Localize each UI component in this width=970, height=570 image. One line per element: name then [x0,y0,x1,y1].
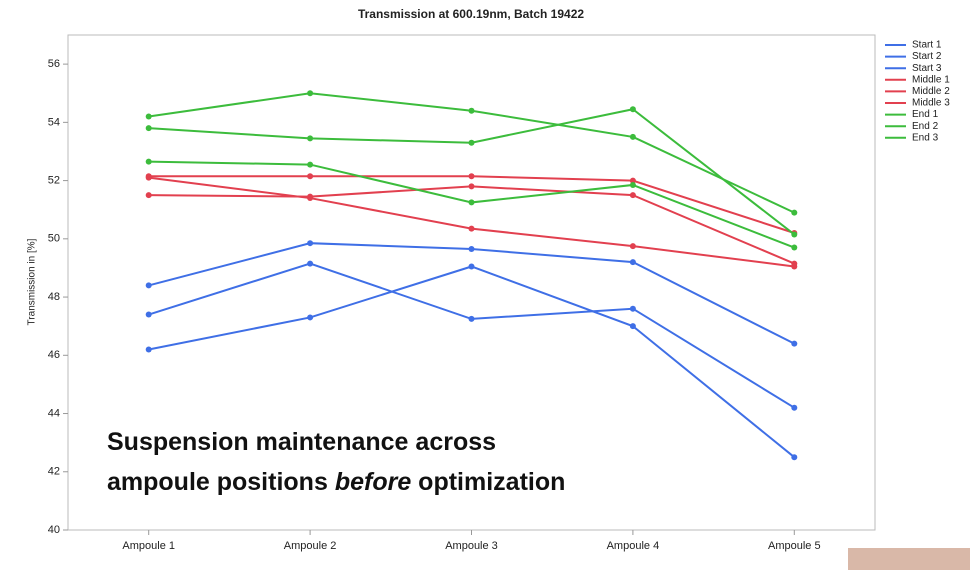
y-tick-label: 44 [48,407,60,419]
x-tick-label: Ampoule 5 [768,540,821,552]
point [630,134,636,140]
annotation-emphasis: before [335,468,412,496]
point [307,314,313,320]
point [791,454,797,460]
point [307,173,313,179]
point [630,182,636,188]
point [469,199,475,205]
chart-title: Transmission at 600.19nm, Batch 19422 [358,7,584,21]
point [469,140,475,146]
point [630,243,636,249]
y-tick-label: 54 [48,116,60,128]
point [791,245,797,251]
y-tick-label: 50 [48,233,60,245]
point [469,183,475,189]
point [630,192,636,198]
point [146,312,152,318]
annotation: Suspension maintenance across [107,428,496,456]
point [146,125,152,131]
legend-label: End 3 [912,132,939,143]
point [630,306,636,312]
x-tick-label: Ampoule 4 [607,540,660,552]
point [791,210,797,216]
x-tick-label: Ampoule 2 [284,540,337,552]
y-tick-label: 42 [48,466,60,478]
point [146,192,152,198]
legend-label: Start 3 [912,63,942,74]
y-tick-label: 46 [48,349,60,361]
point [307,261,313,267]
point [630,106,636,112]
point [469,316,475,322]
point [307,135,313,141]
point [307,90,313,96]
point [307,162,313,168]
annotation-text: ampoule positions [107,468,328,496]
point [791,405,797,411]
y-tick-label: 56 [48,58,60,70]
point [791,231,797,237]
legend-label: Start 1 [912,40,942,51]
point [630,259,636,265]
photo-fragment [848,548,970,570]
point [146,282,152,288]
point [307,194,313,200]
point [146,159,152,165]
point [469,246,475,252]
legend-label: Start 2 [912,51,942,62]
legend-label: Middle 2 [912,86,950,97]
y-tick-label: 40 [48,524,60,536]
legend-label: End 2 [912,121,939,132]
y-axis-label: Transmission in [%] [27,238,38,325]
chart: Transmission at 600.19nm, Batch 19422 Tr… [0,0,970,570]
legend-label: Middle 3 [912,98,950,109]
x-tick-label: Ampoule 3 [445,540,498,552]
legend-label: End 1 [912,109,939,120]
legend-label: Middle 1 [912,74,950,85]
point [469,263,475,269]
annotation-text: optimization [418,468,565,496]
annotation: ampoule positions before optimization [107,468,565,496]
point [791,261,797,267]
x-tick-label: Ampoule 1 [122,540,175,552]
y-tick-label: 52 [48,174,60,186]
point [469,226,475,232]
point [146,346,152,352]
point [791,341,797,347]
point [630,323,636,329]
point [469,173,475,179]
point [146,114,152,120]
point [146,175,152,181]
point [307,240,313,246]
point [469,108,475,114]
y-tick-label: 48 [48,291,60,303]
